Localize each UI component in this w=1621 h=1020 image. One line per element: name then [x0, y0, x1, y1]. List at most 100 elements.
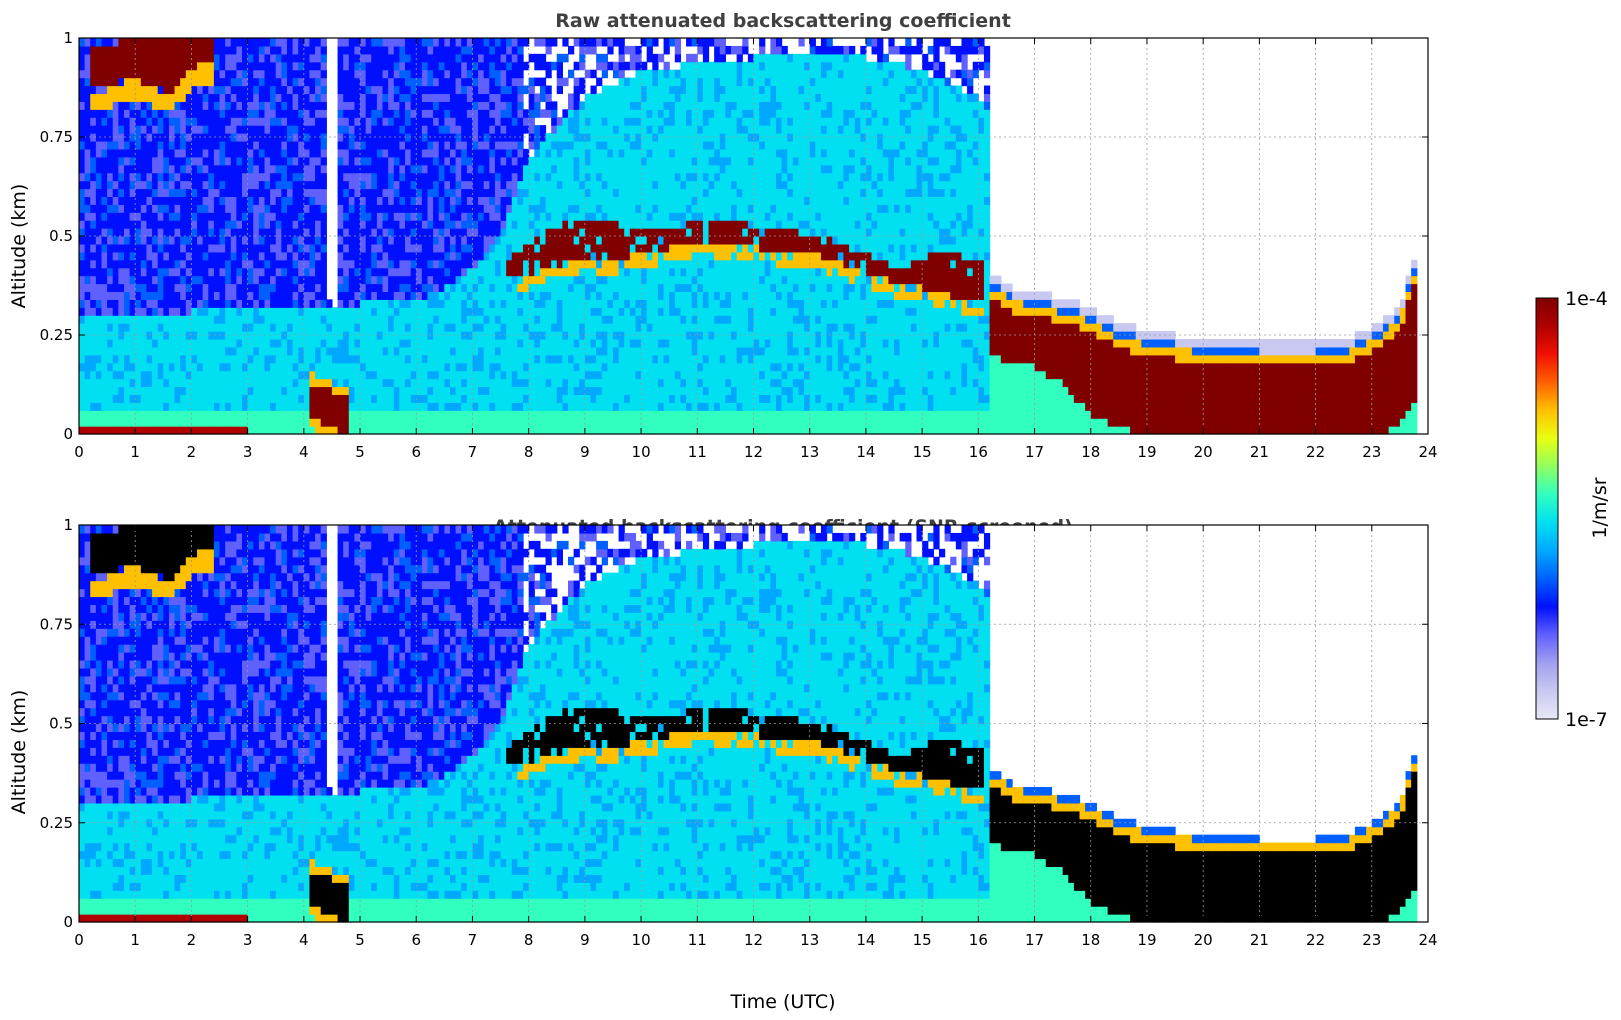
heatmap-cell	[652, 323, 659, 332]
heatmap-cell	[258, 180, 266, 190]
heatmap-cell	[292, 164, 299, 174]
heatmap-cell	[534, 259, 541, 269]
heatmap-cell	[197, 204, 204, 213]
heatmap-cell	[376, 299, 384, 308]
heatmap-cell	[230, 394, 237, 403]
heatmap-cell	[230, 148, 237, 158]
heatmap-cell	[607, 362, 614, 372]
heatmap-cell	[146, 402, 153, 411]
heatmap-cell	[146, 251, 153, 261]
heatmap-cell	[444, 188, 451, 197]
heatmap-cell	[455, 378, 462, 388]
heatmap-cell	[528, 426, 535, 435]
heatmap-cell	[433, 101, 440, 110]
heatmap-cell	[646, 291, 653, 300]
heatmap-cell	[545, 346, 552, 356]
heatmap-cell	[258, 259, 266, 269]
heatmap-cell	[388, 386, 395, 395]
heatmap-cell	[506, 283, 513, 293]
heatmap-cell	[253, 117, 260, 126]
heatmap-cell	[472, 196, 479, 205]
heatmap-cell	[90, 307, 97, 316]
heatmap-cell	[208, 140, 215, 150]
heatmap-cell	[489, 259, 496, 269]
heatmap-cell	[208, 85, 215, 95]
heatmap-cell	[292, 38, 299, 47]
heatmap-cell	[562, 362, 569, 372]
heatmap-cell	[388, 331, 395, 340]
heatmap-cell	[157, 386, 164, 395]
heatmap-cell	[225, 220, 232, 229]
heatmap-cell	[371, 125, 378, 134]
heatmap-cell	[360, 426, 367, 435]
heatmap-cell	[596, 125, 603, 134]
heatmap-cell	[596, 228, 603, 237]
heatmap-cell	[388, 370, 395, 380]
heatmap-cell	[601, 362, 608, 372]
heatmap-cell	[242, 386, 249, 395]
heatmap-cell	[410, 275, 417, 285]
heatmap-cell	[79, 426, 86, 435]
heatmap-cell	[264, 283, 271, 293]
heatmap-cell	[371, 38, 378, 47]
heatmap-cell	[292, 85, 299, 95]
heatmap-cell	[247, 426, 254, 435]
heatmap-cell	[101, 299, 108, 308]
heatmap-cell	[382, 275, 389, 285]
heatmap-cell	[242, 418, 249, 427]
heatmap-cell	[281, 53, 288, 63]
heatmap-cell	[258, 109, 266, 118]
heatmap-cell	[489, 267, 496, 277]
heatmap-cell	[517, 164, 524, 174]
heatmap-cell	[298, 220, 305, 229]
heatmap-cell	[354, 323, 361, 332]
heatmap-cell	[466, 402, 474, 411]
heatmap-cell	[360, 220, 367, 229]
heatmap-cell	[584, 38, 592, 47]
heatmap-cell	[140, 228, 148, 237]
heatmap-cell	[472, 77, 479, 87]
heatmap-cell	[489, 172, 496, 182]
heatmap-cell	[483, 188, 490, 197]
heatmap-cell	[219, 133, 226, 142]
heatmap-cell	[590, 346, 597, 356]
heatmap-cell	[157, 362, 164, 372]
heatmap-cell	[320, 362, 327, 372]
heatmap-cell	[438, 69, 445, 79]
heatmap-cell	[601, 354, 608, 364]
heatmap-cell	[247, 69, 254, 79]
heatmap-cell	[84, 410, 91, 419]
heatmap-cell	[242, 204, 249, 213]
heatmap-cell	[534, 125, 541, 134]
heatmap-cell	[624, 140, 631, 150]
heatmap-cell	[264, 346, 271, 356]
heatmap-cell	[641, 93, 648, 102]
heatmap-cell	[641, 243, 648, 253]
heatmap-cell	[180, 69, 187, 79]
heatmap-cell	[573, 220, 580, 229]
heatmap-cell	[152, 402, 159, 411]
heatmap-cell	[562, 77, 569, 87]
heatmap-cell	[399, 291, 406, 300]
heatmap-cell	[556, 410, 563, 419]
heatmap-cell	[157, 45, 164, 55]
heatmap-cell	[641, 275, 648, 285]
heatmap-cell	[107, 53, 114, 63]
heatmap-cell	[354, 45, 361, 55]
heatmap-cell	[562, 410, 569, 419]
heatmap-cell	[517, 275, 524, 285]
heatmap-cell	[562, 53, 569, 63]
heatmap-cell	[511, 204, 519, 213]
heatmap-cell	[551, 299, 558, 308]
heatmap-cell	[652, 204, 659, 213]
heatmap-cell	[646, 188, 653, 197]
heatmap-cell	[562, 117, 569, 126]
heatmap-cell	[365, 133, 372, 142]
heatmap-cell	[79, 251, 86, 261]
heatmap-cell	[590, 156, 597, 166]
heatmap-cell	[326, 354, 333, 364]
heatmap-cell	[331, 370, 339, 380]
heatmap-cell	[281, 140, 288, 150]
heatmap-cell	[601, 61, 608, 71]
heatmap-cell	[562, 228, 569, 237]
